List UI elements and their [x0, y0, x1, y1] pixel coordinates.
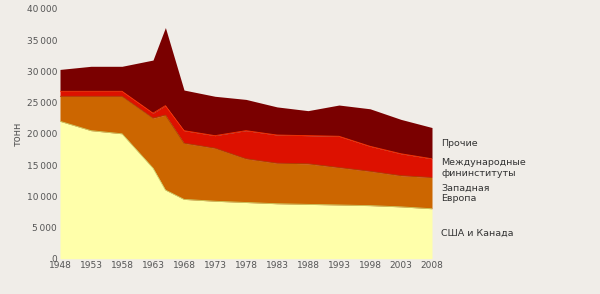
Y-axis label: тонн: тонн: [13, 122, 23, 146]
Text: Прочие: Прочие: [441, 139, 478, 148]
Text: Международные
фининституты: Международные фининституты: [441, 158, 526, 178]
Text: США и Канада: США и Канада: [441, 229, 514, 238]
Text: Западная
Европа: Западная Европа: [441, 183, 490, 203]
